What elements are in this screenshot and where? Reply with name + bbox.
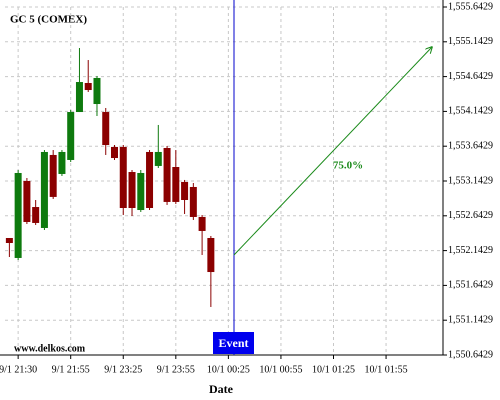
y-tick-label: 1,554.1429 <box>448 106 493 117</box>
x-tick-label: 9/1 21:55 <box>52 364 90 375</box>
candle-body <box>207 237 215 273</box>
candle-body <box>146 151 154 208</box>
candle-body <box>23 180 31 222</box>
x-tick-label: 9/1 23:25 <box>104 364 142 375</box>
x-tick-label: 9/1 21:30 <box>0 364 37 375</box>
y-tick-label: 1,554.6429 <box>448 71 493 82</box>
candle-body <box>128 172 136 208</box>
candle-body <box>75 82 83 113</box>
y-tick-label: 1,551.1429 <box>448 314 493 325</box>
projection-arrow <box>233 47 432 256</box>
y-tick-label: 1,555.1429 <box>448 36 493 47</box>
candle-body <box>32 207 40 223</box>
candle-body <box>111 146 118 159</box>
x-tick-label: 10/1 01:25 <box>312 364 355 375</box>
candle-body <box>181 181 189 200</box>
chart-title: GC 5 (COMEX) <box>10 14 87 26</box>
x-tick-label: 10/1 00:55 <box>259 364 302 375</box>
x-tick-label: 9/1 23:55 <box>157 364 195 375</box>
watermark: www.delkos.com <box>14 343 86 354</box>
candle-body <box>58 151 66 174</box>
x-tick-label: 10/1 01:55 <box>365 364 408 375</box>
y-tick-label: 1,553.6429 <box>448 140 493 151</box>
candle-body <box>5 237 13 244</box>
y-tick-label: 1,550.6429 <box>448 349 493 360</box>
candle-body <box>14 172 22 258</box>
candle-body <box>172 167 180 202</box>
y-tick-label: 1,551.6429 <box>448 280 493 291</box>
y-tick-label: 1,553.1429 <box>448 175 493 186</box>
candle-body <box>40 151 48 228</box>
annotation: 75.0% <box>333 160 363 172</box>
candle-body <box>119 146 127 208</box>
x-tick-label: 10/1 00:25 <box>207 364 250 375</box>
candle-body <box>137 172 145 211</box>
y-tick-label: 1,552.1429 <box>448 245 493 256</box>
candle-body <box>67 112 75 160</box>
x-axis-label: Date <box>209 382 234 396</box>
candle-body <box>198 216 206 231</box>
candle-body <box>49 154 57 197</box>
candle-body <box>189 186 197 217</box>
y-tick-label: 1,555.6429 <box>448 1 493 12</box>
y-tick-label: 1,552.6429 <box>448 210 493 221</box>
candle-body <box>154 151 162 166</box>
event-box <box>213 332 254 354</box>
event-label: Event <box>219 336 249 350</box>
candle-body <box>93 77 101 105</box>
candle-body <box>102 112 110 146</box>
candle-body <box>163 148 171 202</box>
candle-body <box>84 82 92 91</box>
